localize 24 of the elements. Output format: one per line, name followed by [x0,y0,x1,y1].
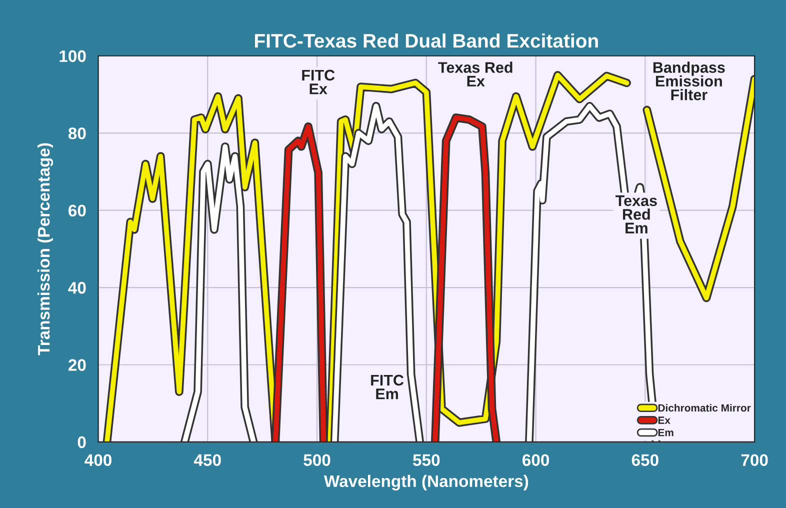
legend-label: Em [658,428,674,436]
legend-label: Ex [658,416,670,424]
x-tick-label: 600 [522,454,550,466]
x-tick-label: 450 [194,454,221,466]
chart-title: FITC-Texas Red Dual Band Excitation [255,33,598,48]
y-tick-label: 80 [68,127,86,140]
annotation: FITC Em [371,374,404,400]
x-axis-title: Wavelength (Nanometers) [324,474,528,490]
x-tick-label: 700 [741,454,768,466]
annotation: Bandpass Emission Filter [653,62,725,100]
y-tick-label: 40 [68,282,86,294]
annotation: Texas Red Em [616,195,657,234]
y-axis-title: Transmission (Percentage) [37,143,54,356]
x-tick-label: 500 [304,454,330,466]
x-tick-label: 400 [84,454,112,466]
annotation: FITC Ex [302,70,335,94]
y-tick-label: 60 [68,204,86,217]
x-tick-label: 550 [413,454,440,466]
y-tick-label: 100 [60,50,86,62]
annotation: Texas Red Ex [438,62,512,86]
legend-label: Dichromatic Mirror [658,404,751,412]
x-tick-label: 650 [632,454,658,466]
y-tick-label: 0 [78,436,86,448]
y-tick-label: 20 [68,359,86,371]
